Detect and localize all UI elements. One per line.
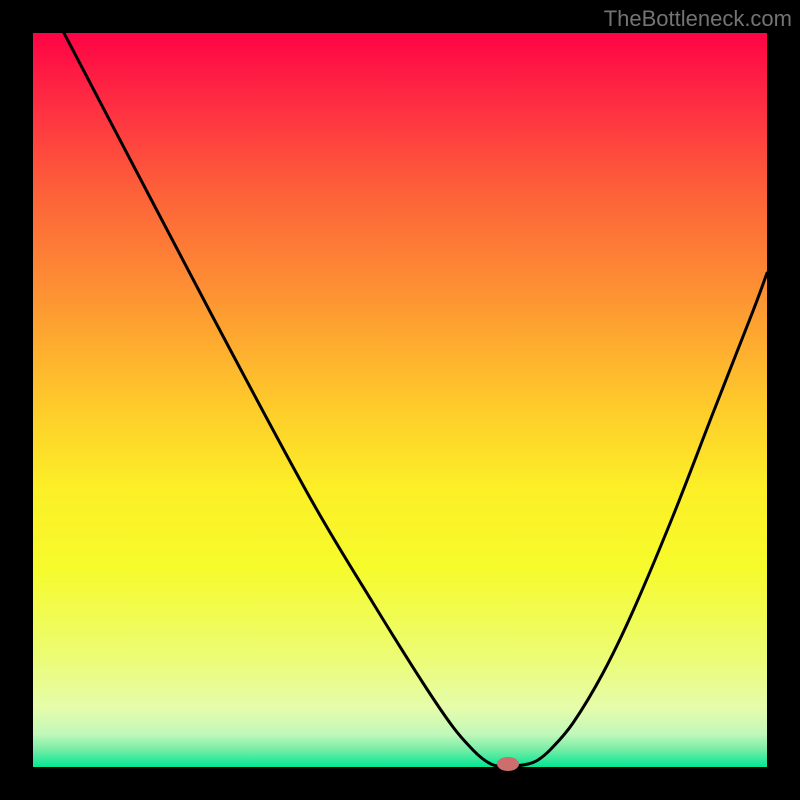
- chart-svg: [0, 0, 800, 800]
- optimal-point-marker: [497, 757, 519, 771]
- chart-container: TheBottleneck.com: [0, 0, 800, 800]
- watermark-text: TheBottleneck.com: [604, 6, 792, 32]
- plot-background: [33, 33, 767, 767]
